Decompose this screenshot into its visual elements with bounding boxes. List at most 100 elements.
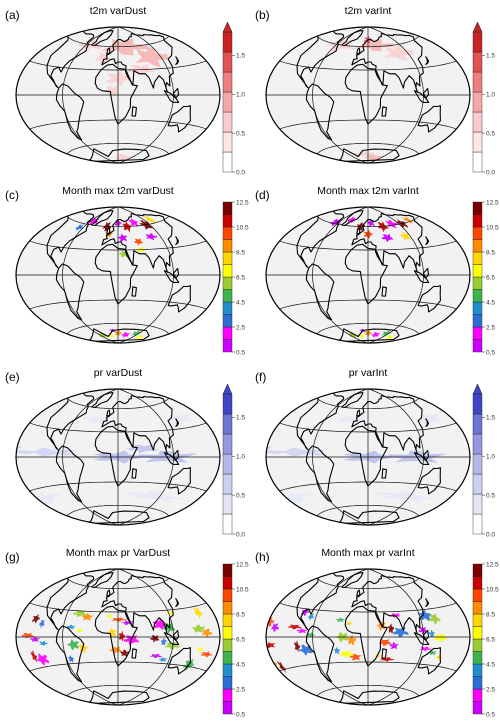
coastline: [341, 210, 364, 226]
coastline: [422, 267, 430, 279]
field-patch: [30, 636, 41, 642]
colorbar-cell: [222, 226, 233, 240]
panel-title: Month max pr VarDust: [66, 547, 170, 559]
coastline: [55, 83, 85, 141]
field-patch: [66, 638, 80, 651]
field-patch: [102, 85, 120, 98]
globe-outline: [265, 26, 471, 164]
colorbar-cell: [472, 289, 483, 303]
colorbar-cell: [472, 563, 483, 577]
field-patch: [393, 627, 409, 638]
coastline: [351, 575, 424, 635]
colorbar-cell: [222, 151, 233, 173]
coastline: [422, 449, 430, 461]
coastline: [91, 210, 114, 226]
colorbar-extend-arrow: [222, 21, 233, 33]
colorbar-cell: [472, 473, 483, 495]
panel-f: pr varInt (f): [255, 367, 471, 526]
colorbar-cell: [472, 701, 483, 715]
graticule-meridian: [62, 569, 119, 705]
coastline: [305, 625, 335, 683]
colorbar-tick-label: 10.5: [236, 224, 249, 231]
panel-title: t2m varDust: [90, 5, 147, 17]
coastline: [101, 575, 174, 635]
field-patch: [117, 233, 128, 242]
graticule-meridian: [367, 569, 424, 705]
field-patch: [39, 619, 46, 628]
field-patch: [270, 622, 279, 632]
colorbar-cell: [222, 453, 233, 475]
colorbar-cell: [222, 91, 233, 113]
colorbar-tick-label: 4.5: [486, 299, 495, 306]
coastline: [351, 213, 424, 273]
field-patch: [287, 624, 302, 630]
coastline: [46, 392, 95, 451]
field-patch: [380, 330, 392, 337]
coastline: [101, 213, 174, 273]
colorbar-tick-label: 2.5: [486, 686, 495, 693]
colorbar-tick-label: 0.5: [236, 711, 245, 718]
field-patch: [133, 238, 144, 246]
coastline: [131, 106, 137, 117]
colorbar: 0.5 2.5 4.5 6.5 8.5 10.5 12.5: [222, 199, 249, 356]
coastline: [356, 589, 361, 597]
coastline: [344, 425, 388, 487]
colorbar-extend-arrow: [222, 383, 233, 395]
field-patch: [385, 219, 398, 229]
panel-c: Month max t2m varDust (c): [5, 185, 221, 344]
colorbar-cell: [222, 663, 233, 677]
coastline: [425, 236, 430, 245]
colorbar-tick-label: 0.0: [486, 169, 495, 176]
field-patch: [134, 334, 145, 340]
coastline: [106, 589, 111, 597]
field-patch: [349, 653, 362, 661]
colorbar: 0.0 0.5 1.0 1.5: [472, 21, 495, 176]
coastline: [131, 648, 137, 659]
coastline: [131, 286, 137, 297]
field-patch: [110, 617, 128, 622]
field-patch: [164, 642, 181, 650]
colorbar-cell: [472, 339, 483, 353]
globe-content: [266, 207, 470, 343]
globe-outline: [15, 568, 221, 706]
colorbar-cell: [472, 576, 483, 590]
graticule-meridian: [62, 207, 119, 343]
coastline: [344, 243, 388, 305]
field-patch: [16, 441, 34, 458]
coastline: [131, 468, 137, 479]
field-patch: [32, 614, 40, 624]
panel-h: Month max pr varInt (h): [255, 547, 471, 706]
colorbar-tick-label: 0.0: [486, 531, 495, 538]
coastline: [417, 467, 441, 495]
colorbar-tick-label: 0.5: [486, 130, 495, 137]
colorbar-cell: [472, 226, 483, 240]
panel-e: pr varDust (e): [5, 367, 221, 526]
colorbar: 0.0 0.5 1.0 1.5: [222, 383, 245, 538]
graticule-meridian: [312, 569, 369, 705]
field-patch: [375, 490, 436, 503]
colorbar-cell: [222, 393, 233, 415]
colorbar-cell: [472, 638, 483, 652]
colorbar-tick-label: 1.0: [486, 92, 495, 99]
coastline: [94, 425, 138, 487]
coastline: [341, 572, 364, 588]
coastline: [175, 56, 180, 65]
field-patch: [105, 70, 133, 87]
panel-title: Month max t2m varInt: [317, 185, 419, 197]
field-patch: [200, 651, 213, 658]
field-patch: [193, 606, 203, 620]
field-patch: [120, 649, 130, 657]
field-patch: [109, 646, 122, 654]
globe-content: [16, 569, 220, 705]
colorbar-tick-label: 0.5: [486, 492, 495, 499]
panel-letter: (f): [255, 370, 266, 384]
coastline: [422, 629, 430, 641]
coastline: [106, 47, 111, 55]
colorbar-cell: [472, 626, 483, 640]
globe-content: [16, 207, 220, 343]
field-patch: [126, 444, 160, 454]
field-patch: [266, 441, 284, 458]
globe-content: [16, 27, 220, 163]
field-patch: [333, 646, 340, 655]
colorbar-tick-label: 0.5: [486, 349, 495, 356]
